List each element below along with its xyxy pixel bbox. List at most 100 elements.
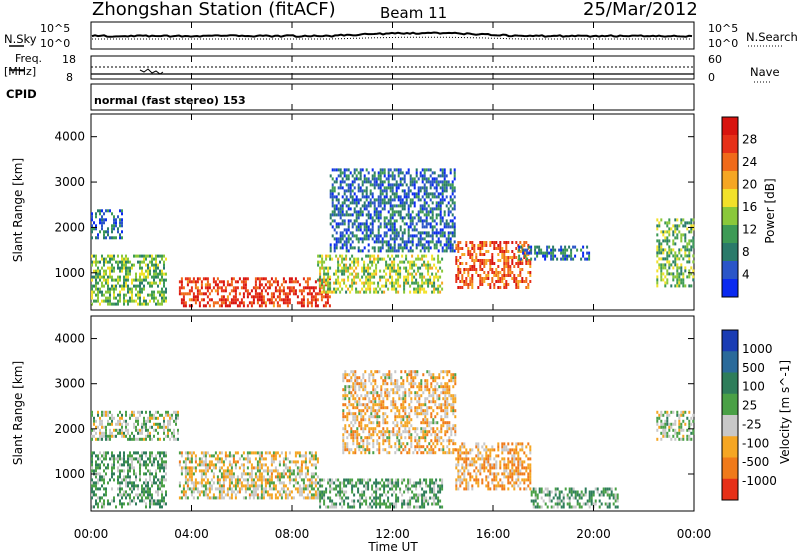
- velocity-cell: [386, 430, 389, 434]
- velocity-cell: [139, 469, 141, 473]
- power-cell: [397, 231, 400, 235]
- power-cell: [149, 293, 151, 297]
- velocity-cell: [393, 490, 396, 494]
- power-cell: [479, 244, 482, 247]
- velocity-cell: [284, 472, 287, 476]
- power-cell: [566, 248, 569, 252]
- velocity-cell: [200, 478, 203, 482]
- velocity-cell: [234, 484, 237, 488]
- power-cell: [389, 189, 392, 193]
- power-cell: [268, 286, 271, 290]
- velocity-cell: [173, 431, 175, 435]
- velocity-cell: [260, 478, 263, 482]
- power-cell: [528, 251, 531, 255]
- power-cell: [395, 234, 398, 238]
- power-cell: [161, 293, 163, 297]
- power-cell: [668, 218, 671, 222]
- velocity-cell: [306, 496, 309, 500]
- velocity-cell: [226, 454, 229, 458]
- velocity-cell: [105, 434, 107, 438]
- velocity-cell: [200, 472, 203, 476]
- velocity-cell: [222, 484, 225, 488]
- power-cell: [690, 227, 693, 231]
- power-cell: [481, 244, 484, 247]
- velocity-cell: [369, 496, 372, 500]
- power-cell: [676, 257, 679, 261]
- velocity-cell: [351, 481, 354, 485]
- power-cell: [99, 287, 101, 291]
- power-cell: [347, 168, 350, 172]
- velocity-cell: [390, 388, 393, 392]
- power-cell: [427, 240, 430, 244]
- power-cell: [113, 236, 115, 240]
- power-cell: [337, 174, 340, 178]
- power-cell: [310, 298, 313, 302]
- power-cell: [427, 249, 430, 253]
- velocity-cell: [288, 490, 291, 494]
- power-cell: [419, 266, 422, 270]
- velocity-cell: [184, 490, 187, 494]
- power-cell: [103, 230, 105, 234]
- velocity-cell: [95, 499, 97, 503]
- power-cell: [421, 174, 424, 178]
- power-cell: [312, 298, 315, 302]
- power-cell: [429, 183, 432, 187]
- power-cell: [423, 171, 426, 175]
- power-cell: [115, 260, 117, 264]
- velocity-cell: [274, 493, 277, 497]
- power-cell: [345, 266, 348, 270]
- velocity-cell: [117, 428, 119, 432]
- power-cell: [521, 247, 524, 250]
- velocity-cell: [220, 466, 223, 470]
- power-cell: [339, 240, 342, 244]
- power-cell: [137, 296, 139, 300]
- velocity-cell: [143, 416, 145, 420]
- velocity-cell: [167, 419, 169, 423]
- velocity-cell: [214, 487, 217, 491]
- velocity-cell: [117, 413, 119, 417]
- velocity-cell: [390, 445, 393, 449]
- velocity-cell: [131, 481, 133, 485]
- velocity-cell: [119, 454, 121, 458]
- power-cell: [473, 244, 476, 247]
- power-cell: [505, 256, 508, 259]
- velocity-cell: [372, 439, 375, 443]
- power-cell: [387, 186, 390, 190]
- station-title: Zhongshan Station (fitACF): [92, 0, 336, 20]
- power-cell: [680, 254, 683, 258]
- velocity-cell: [331, 505, 334, 509]
- velocity-cell: [131, 454, 133, 458]
- velocity-cell: [310, 484, 313, 488]
- power-cell: [477, 259, 480, 262]
- power-cell: [361, 231, 364, 235]
- power-cell: [453, 240, 456, 244]
- velocity-cell: [405, 487, 408, 491]
- velocity-cell: [360, 418, 363, 422]
- power-cell: [113, 287, 115, 291]
- power-cell: [447, 246, 450, 250]
- power-cell: [666, 254, 669, 258]
- velocity-cell: [236, 490, 239, 494]
- velocity-cell: [194, 481, 197, 485]
- power-cell: [421, 237, 424, 241]
- power-cell: [439, 201, 442, 205]
- power-cell: [387, 210, 390, 214]
- power-cell: [469, 253, 472, 256]
- power-cell: [423, 213, 426, 217]
- power-cell: [527, 283, 530, 286]
- power-cell: [147, 254, 149, 258]
- power-cell: [320, 283, 323, 287]
- velocity-cell: [421, 481, 424, 485]
- velocity-cell: [435, 493, 438, 497]
- power-cell: [180, 280, 183, 284]
- velocity-cell: [194, 478, 197, 482]
- power-cell: [139, 284, 141, 288]
- velocity-cell: [234, 493, 237, 497]
- power-cell: [678, 281, 681, 285]
- power-cell: [276, 283, 279, 287]
- velocity-cell: [348, 397, 351, 401]
- power-cell: [361, 266, 364, 270]
- power-cell: [389, 263, 392, 267]
- velocity-cell: [159, 413, 161, 417]
- velocity-cell: [294, 481, 297, 485]
